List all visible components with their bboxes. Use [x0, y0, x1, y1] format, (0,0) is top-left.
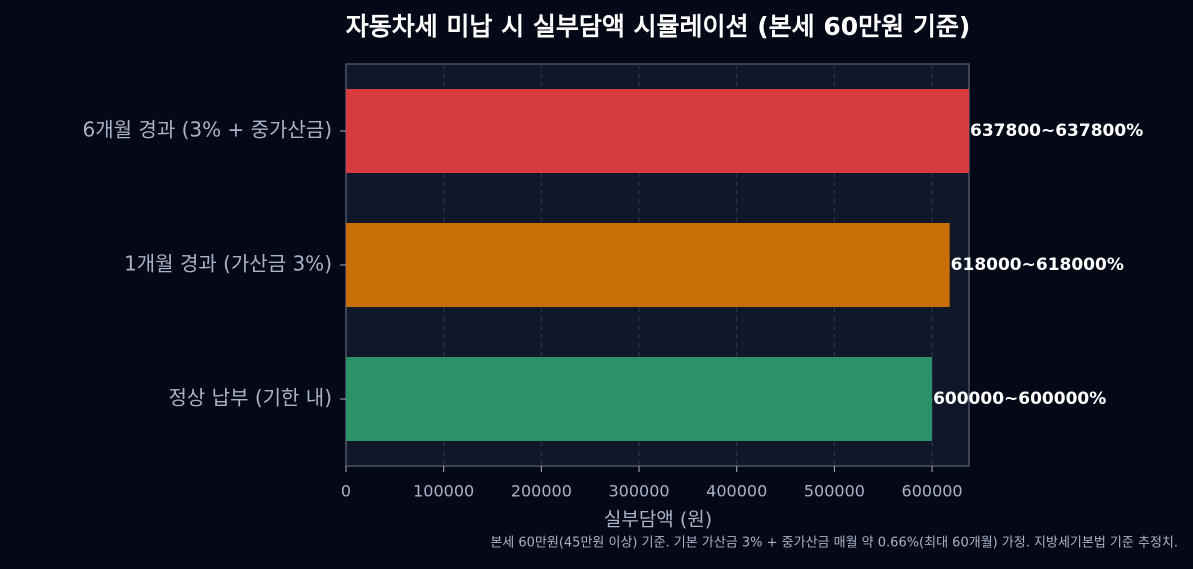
- x-tick-label: 400000: [706, 482, 767, 501]
- x-tick-label: 600000: [902, 482, 963, 501]
- value-label: 618000~618000%: [951, 255, 1124, 275]
- y-tick-label: 6개월 경과 (3% + 중가산금): [83, 118, 332, 142]
- bar: [346, 357, 933, 441]
- x-axis-label: 실부담액 (원): [604, 509, 712, 531]
- value-label: 600000~600000%: [933, 389, 1106, 409]
- bar: [346, 89, 969, 173]
- footnote: 본세 60만원(45만원 이상) 기준. 기본 가산금 3% + 중가산금 매월…: [490, 536, 1178, 551]
- x-tick-label: 300000: [608, 482, 669, 501]
- y-tick-label: 1개월 경과 (가산금 3%): [124, 252, 332, 276]
- y-tick-label: 정상 납부 (기한 내): [169, 386, 332, 410]
- x-tick-label: 100000: [413, 482, 474, 501]
- bar: [346, 223, 950, 307]
- chart-title: 자동차세 미납 시 실부담액 시뮬레이션 (본세 60만원 기준): [346, 12, 971, 41]
- x-tick-label: 500000: [804, 482, 865, 501]
- value-label: 637800~637800%: [970, 121, 1143, 141]
- x-tick-label: 0: [341, 482, 351, 501]
- x-tick-label: 200000: [511, 482, 572, 501]
